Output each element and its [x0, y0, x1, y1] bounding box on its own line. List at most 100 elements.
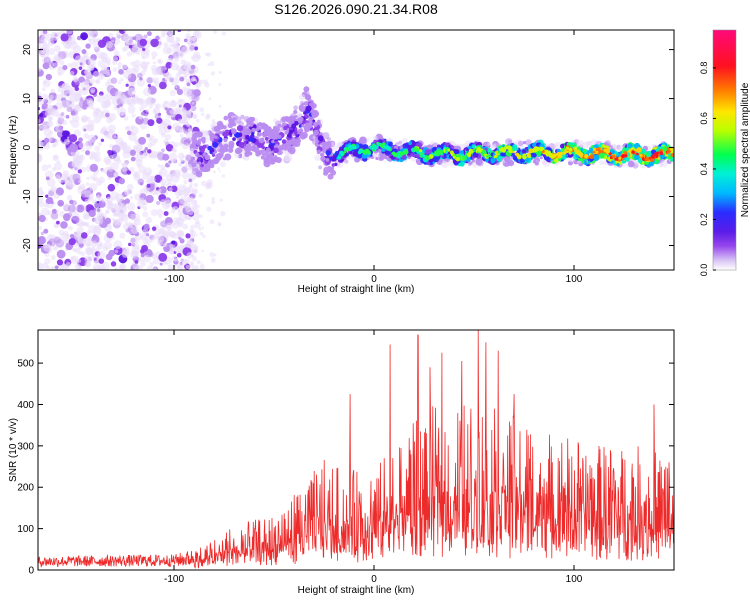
- spectrogram-cell: [70, 110, 76, 116]
- spectrogram-cell: [185, 233, 191, 239]
- spectrogram-cell: [144, 113, 149, 118]
- spectrogram-cell: [209, 219, 215, 225]
- spectrogram-cell: [246, 147, 251, 152]
- spectrogram-cell: [167, 264, 175, 270]
- spectrogram-cell: [165, 133, 172, 141]
- spectrogram-cell: [299, 106, 306, 112]
- spectrogram-cell: [330, 141, 335, 147]
- spectrogram-cell: [296, 131, 300, 134]
- spectrogram-cell: [199, 264, 205, 270]
- spectrogram-cell: [168, 186, 173, 192]
- spectrogram-cell: [459, 150, 464, 155]
- spectrogram-cell: [108, 249, 115, 257]
- spectrogram-cell: [68, 134, 78, 143]
- spectrogram-cell: [175, 171, 180, 177]
- spectrogram-cell: [136, 72, 143, 79]
- spectrogram-cell: [167, 125, 172, 130]
- spectrogram-cell: [60, 112, 65, 116]
- spectrogram-cell: [128, 44, 133, 49]
- spectrogram-cell: [132, 95, 139, 102]
- spectrogram-cell: [173, 142, 179, 148]
- spectrogram-cell: [159, 262, 163, 266]
- spectrogram-cell: [322, 132, 330, 140]
- spectrogram-cell: [312, 119, 316, 123]
- spectrogram-cell: [96, 194, 101, 200]
- spectrogram-cell: [272, 125, 279, 131]
- spectrogram-cell: [62, 65, 68, 71]
- spectrogram-cell: [238, 141, 245, 148]
- spectrogram-cell: [85, 43, 91, 49]
- spectrogram-cell: [475, 158, 483, 166]
- spectrogram-cell: [107, 131, 117, 140]
- spectrogram-cell: [122, 64, 128, 69]
- spectrogram-cell: [558, 153, 563, 159]
- spectrogram-cell: [74, 104, 81, 111]
- spectrogram-cell: [499, 148, 503, 152]
- spectrogram-cell: [85, 150, 91, 156]
- spectrogram-cell: [171, 255, 177, 262]
- spectrogram-cell: [148, 99, 156, 106]
- spectrogram-cell: [452, 155, 456, 159]
- spectrogram-cell: [58, 229, 65, 236]
- spectrogram-cell: [43, 128, 52, 136]
- spectrogram-cell: [616, 162, 620, 167]
- spectrogram-cell: [67, 62, 72, 67]
- spectrogram-cell: [379, 156, 385, 161]
- spectrogram-cell: [595, 150, 599, 154]
- spectrogram-cell: [375, 156, 379, 161]
- spectrogram-cell: [141, 170, 147, 175]
- spectrogram-cell: [73, 78, 79, 83]
- spectrogram-cell: [305, 105, 312, 112]
- spectrogram-cell: [294, 138, 300, 143]
- spectrogram-cell: [179, 205, 184, 210]
- spectrogram-cell: [212, 158, 220, 165]
- spectrogram-cell: [140, 253, 145, 258]
- spectrogram-cell: [51, 208, 57, 214]
- spectrogram-cell: [359, 149, 363, 153]
- spectrogram-cell: [570, 142, 573, 146]
- spectrogram-cell: [171, 240, 176, 245]
- spectrogram-cell: [576, 151, 582, 156]
- spectrogram-cell: [88, 209, 96, 218]
- spectrogram-cell: [133, 243, 140, 250]
- spectrogram-cell: [128, 39, 133, 44]
- colorbar-ticks: 0.0 0.2 0.4 0.6 0.8: [699, 62, 716, 277]
- spectrogram-cell: [357, 143, 363, 149]
- spectrogram-y-label: Frequency (Hz): [8, 116, 19, 185]
- spectrogram-cell: [181, 107, 187, 113]
- spectrogram-cell: [476, 146, 482, 152]
- spectrogram-cell: [126, 202, 136, 211]
- spectrogram-cell: [211, 153, 216, 157]
- spectrogram-cell: [313, 121, 319, 127]
- spectrogram-cell: [218, 143, 223, 148]
- spectrogram-cell: [468, 148, 474, 154]
- spectrogram-cell: [41, 103, 49, 110]
- spectrogram-cell: [164, 79, 168, 84]
- spectrogram-cell: [139, 106, 145, 112]
- colorbar-tick-label: 0.0: [699, 264, 709, 277]
- spectrogram-cell: [182, 260, 187, 266]
- spectrogram-cell: [72, 173, 81, 182]
- spectrogram-cell: [48, 98, 54, 104]
- spectrogram-cell: [130, 250, 139, 259]
- spectrogram-cell: [439, 149, 444, 154]
- spectrogram-cell: [187, 41, 192, 47]
- spectrogram-cell: [54, 265, 59, 270]
- spectrogram-cell: [218, 223, 222, 227]
- spectrogram-cell: [162, 46, 171, 55]
- spectrogram-cell: [156, 208, 164, 216]
- spectrogram-cell: [107, 149, 113, 155]
- spectrogram-cell: [113, 50, 120, 57]
- spectrogram-cell: [159, 178, 167, 186]
- spectrogram-cell: [539, 146, 544, 152]
- spectrogram-cell: [192, 188, 199, 194]
- spectrogram-cell: [115, 193, 125, 203]
- spectrogram-cell: [74, 55, 83, 63]
- spectrogram-cell: [86, 176, 90, 180]
- spectrogram-cell: [253, 146, 260, 153]
- spectrogram-cell: [56, 220, 60, 225]
- spectrogram-cell: [89, 78, 95, 84]
- spectrogram-cell: [199, 231, 204, 236]
- spectrogram-cell: [145, 216, 153, 224]
- spectrogram-cell: [189, 44, 195, 51]
